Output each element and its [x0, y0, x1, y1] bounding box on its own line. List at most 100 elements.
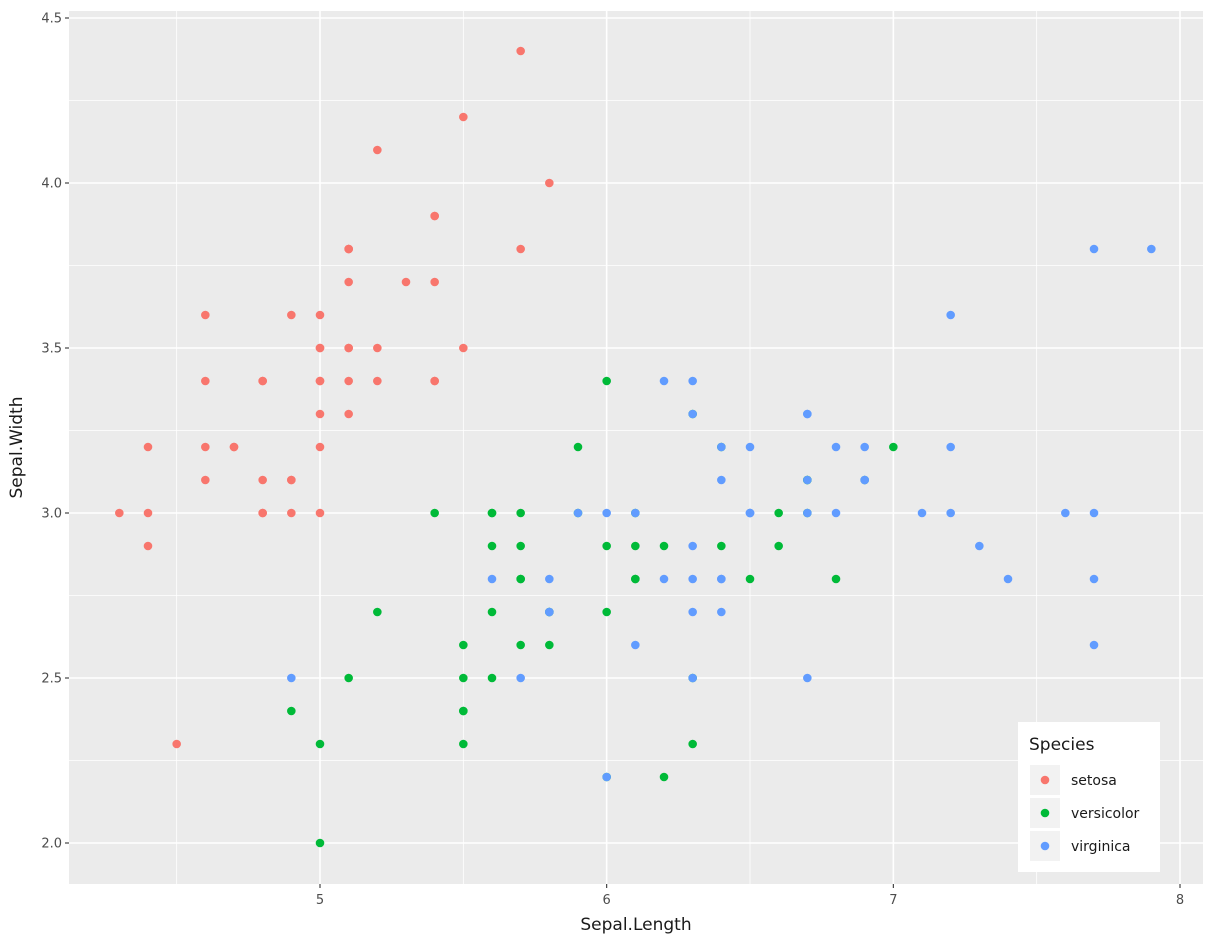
data-point-virginica [831, 508, 841, 518]
data-point-setosa [373, 376, 382, 386]
data-point-virginica [946, 310, 955, 320]
data-point-versicolor [459, 739, 468, 749]
data-point-setosa [430, 277, 439, 287]
data-point-virginica [688, 541, 697, 551]
data-point-setosa [315, 310, 325, 320]
data-point-virginica [602, 772, 611, 782]
y-tick-label: 4.5 [41, 12, 62, 27]
data-point-setosa [430, 376, 439, 386]
data-point-setosa [143, 508, 153, 518]
data-point-versicolor [688, 739, 697, 749]
data-point-versicolor [516, 541, 525, 551]
y-tick-label: 3.0 [41, 507, 62, 522]
data-point-virginica [717, 574, 726, 584]
data-point-virginica [975, 541, 984, 551]
data-point-virginica [602, 508, 611, 518]
x-tick-label: 5 [316, 893, 324, 908]
data-point-versicolor [487, 673, 497, 683]
data-point-setosa [315, 343, 325, 353]
data-point-setosa [344, 409, 353, 419]
data-point-setosa [545, 178, 554, 188]
data-point-setosa [344, 343, 353, 353]
data-point-setosa [258, 508, 267, 518]
legend-items: setosa versicolor virginica [1030, 765, 1140, 861]
data-point-setosa [344, 376, 353, 386]
data-point-virginica [917, 508, 927, 518]
data-point-setosa [201, 475, 210, 485]
data-point-versicolor [430, 508, 439, 518]
data-point-setosa [516, 244, 525, 254]
data-point-setosa [315, 409, 325, 419]
data-point-setosa [201, 376, 210, 386]
legend-item-versicolor: versicolor [1030, 798, 1140, 828]
data-point-virginica [1089, 574, 1099, 584]
data-point-setosa [287, 508, 296, 518]
data-point-setosa [143, 541, 153, 551]
y-tick-label: 3.5 [41, 342, 62, 357]
legend-dot-icon [1040, 808, 1050, 818]
legend-item-setosa: setosa [1030, 765, 1117, 795]
data-point-setosa [516, 46, 525, 56]
data-point-setosa [287, 310, 296, 320]
data-point-setosa [459, 112, 468, 122]
data-point-versicolor [516, 640, 525, 650]
data-point-setosa [344, 244, 353, 254]
data-point-virginica [631, 640, 640, 650]
data-point-versicolor [487, 508, 497, 518]
y-tick-label: 4.0 [41, 177, 62, 192]
data-point-versicolor [631, 541, 640, 551]
data-point-versicolor [516, 574, 525, 584]
data-point-setosa [115, 508, 124, 518]
data-point-versicolor [602, 541, 611, 551]
data-point-versicolor [315, 838, 325, 848]
legend-label: versicolor [1071, 806, 1140, 822]
data-point-virginica [860, 442, 869, 452]
data-point-virginica [803, 673, 812, 683]
x-tick-label: 6 [603, 893, 611, 908]
data-point-setosa [459, 343, 468, 353]
data-point-virginica [631, 508, 640, 518]
data-point-virginica [659, 376, 669, 386]
data-point-setosa [172, 739, 181, 749]
plot-panel [69, 11, 1203, 884]
x-tick-label: 7 [889, 893, 897, 908]
data-point-versicolor [287, 706, 296, 716]
data-point-setosa [373, 343, 382, 353]
data-point-versicolor [516, 508, 525, 518]
data-point-virginica [803, 409, 812, 419]
legend-title: Species [1029, 735, 1095, 755]
data-point-setosa [143, 442, 153, 452]
legend-dot-icon [1040, 775, 1050, 785]
y-axis: 2.0 2.5 3.0 3.5 4.0 4.5 [41, 12, 69, 852]
data-point-versicolor [459, 673, 468, 683]
data-point-virginica [688, 409, 697, 419]
data-point-virginica [745, 442, 755, 452]
data-point-versicolor [573, 442, 583, 452]
data-point-virginica [1003, 574, 1013, 584]
data-point-virginica [1089, 640, 1099, 650]
x-axis-title: Sepal.Length [580, 915, 691, 935]
data-point-virginica [860, 475, 869, 485]
data-point-setosa [287, 475, 296, 485]
data-point-virginica [545, 607, 554, 617]
data-point-versicolor [831, 574, 841, 584]
legend-label: virginica [1071, 839, 1131, 855]
data-point-versicolor [774, 541, 783, 551]
data-point-virginica [1089, 508, 1099, 518]
x-axis: 5 6 7 8 [316, 884, 1184, 908]
data-point-versicolor [659, 772, 669, 782]
data-point-setosa [258, 475, 267, 485]
data-point-virginica [946, 508, 955, 518]
data-point-versicolor [487, 541, 497, 551]
data-point-virginica [688, 673, 697, 683]
data-point-versicolor [602, 376, 611, 386]
data-point-setosa [201, 310, 210, 320]
data-point-virginica [573, 508, 583, 518]
data-point-virginica [717, 607, 726, 617]
legend-item-virginica: virginica [1030, 831, 1131, 861]
data-point-versicolor [487, 607, 497, 617]
data-point-versicolor [889, 442, 898, 452]
data-point-versicolor [774, 508, 783, 518]
legend-label: setosa [1071, 773, 1117, 789]
